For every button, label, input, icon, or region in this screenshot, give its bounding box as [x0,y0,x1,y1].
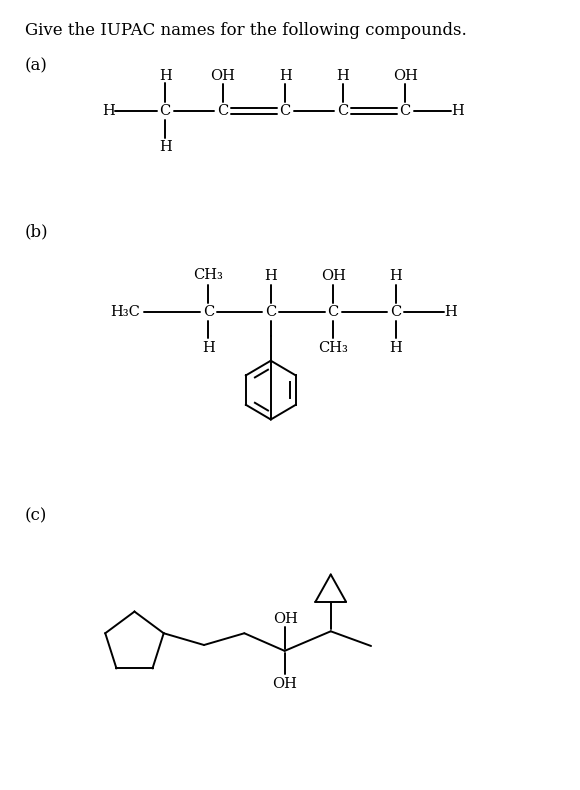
Text: H: H [102,103,115,118]
Text: C: C [160,103,171,118]
Text: (c): (c) [25,508,48,525]
Text: CH₃: CH₃ [194,269,223,283]
Text: Give the IUPAC names for the following compounds.: Give the IUPAC names for the following c… [25,21,467,39]
Text: C: C [400,103,411,118]
Text: H: H [389,341,402,355]
Text: OH: OH [273,611,298,626]
Text: H: H [264,269,277,284]
Text: C: C [265,305,277,318]
Text: OH: OH [393,69,418,82]
Text: H: H [279,69,292,82]
Text: H: H [444,305,456,318]
Text: (b): (b) [25,224,49,240]
Text: H: H [336,69,349,82]
Text: OH: OH [211,69,235,82]
Text: OH: OH [272,677,297,691]
Text: (a): (a) [25,57,48,74]
Text: H: H [159,69,172,82]
Text: H: H [202,341,215,355]
Text: C: C [203,305,214,318]
Text: C: C [328,305,339,318]
Text: C: C [280,103,291,118]
Text: H: H [452,103,465,118]
Text: C: C [337,103,349,118]
Text: H: H [389,269,402,284]
Text: H₃C: H₃C [110,305,140,318]
Text: OH: OH [321,269,346,284]
Text: CH₃: CH₃ [318,341,348,355]
Text: C: C [217,103,229,118]
Text: H: H [159,140,172,154]
Text: C: C [390,305,401,318]
